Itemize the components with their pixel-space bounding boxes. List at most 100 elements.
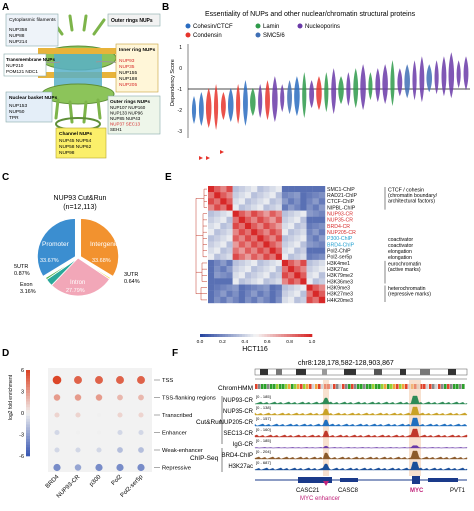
heatmap-cell xyxy=(232,247,239,254)
box-item: NUP358 xyxy=(9,27,27,33)
chromhmm-segment xyxy=(381,384,384,389)
heatmap-cell xyxy=(318,241,326,248)
heatmap-cell xyxy=(220,259,227,267)
box-title: Outer rings NUPs xyxy=(111,18,153,24)
violin xyxy=(236,84,241,125)
group-label: coactivator xyxy=(388,237,413,243)
colorbar-segment xyxy=(289,334,293,337)
track-label: H3K27ac xyxy=(228,464,253,470)
box-item: NUP98 xyxy=(59,150,75,156)
heatmap-cell xyxy=(220,284,227,291)
heatmap-cell xyxy=(257,290,264,298)
chromhmm-segment xyxy=(354,384,357,389)
chromhmm-segment xyxy=(312,384,315,389)
heatmap-cell xyxy=(214,192,221,199)
dot xyxy=(75,430,81,435)
heatmap-cell xyxy=(294,210,301,217)
chromhmm-segment xyxy=(441,384,444,389)
colorbar-segment xyxy=(26,390,30,394)
heatmap-cell xyxy=(232,241,239,248)
colorbar-segment xyxy=(26,395,30,399)
heatmap-cell xyxy=(275,296,283,304)
colorbar-tick: -6 xyxy=(19,454,24,460)
heatmap-cell xyxy=(288,192,295,199)
heatmap-cell xyxy=(257,216,264,224)
violin xyxy=(205,88,212,129)
chromhmm-segment xyxy=(375,384,378,389)
heatmap-cell xyxy=(238,192,246,199)
heatmap-cell xyxy=(251,204,258,211)
colorbar-tick: 0.4 xyxy=(241,339,248,345)
colorbar-segment xyxy=(200,334,204,337)
chromhmm-segment xyxy=(357,384,360,389)
heatmap-cell xyxy=(208,259,215,267)
chromhmm-segment xyxy=(330,384,333,389)
colorbar-segment xyxy=(278,334,282,337)
heatmap-cell xyxy=(251,235,258,242)
heatmap-cell xyxy=(263,241,270,248)
chromhmm-segment xyxy=(300,384,303,389)
heatmap-cell xyxy=(251,222,258,230)
track-range: [0 - 157] xyxy=(256,416,271,421)
heatmap-cell xyxy=(220,210,227,217)
heatmap-cell xyxy=(318,186,326,193)
heatmap-cell xyxy=(251,241,258,248)
colorbar-segment xyxy=(26,430,30,434)
heatmap-cell xyxy=(300,186,307,193)
heatmap-cell xyxy=(288,210,295,217)
chromhmm-segment xyxy=(387,384,390,389)
heatmap-cell xyxy=(275,266,283,273)
heatmap-cell xyxy=(306,186,313,193)
heatmap-cell xyxy=(244,284,252,291)
panel-c: NUP93 Cut&Run (n=12,113) Promoter 33.67%… xyxy=(14,195,140,297)
heatmap-cell xyxy=(232,253,239,261)
dot xyxy=(96,430,102,435)
heatmap-cell xyxy=(244,296,252,304)
heatmap-cell xyxy=(312,229,320,236)
heatmap-cell xyxy=(281,222,289,230)
colorbar-segment xyxy=(295,334,299,337)
colorbar-segment xyxy=(272,334,276,337)
heatmap-cell xyxy=(263,210,270,217)
track-label: BRD4-ChIP xyxy=(222,453,253,459)
track-label: NUP93-CR xyxy=(223,398,254,404)
heatmap-cell xyxy=(281,272,289,279)
f-myc-enhancer-label: MYC enhancer xyxy=(300,496,340,502)
heatmap-cell xyxy=(214,278,221,285)
heatmap-cell xyxy=(300,284,307,291)
heatmap-cell xyxy=(294,192,301,199)
heatmap-cell xyxy=(288,235,295,242)
row-label: Transcribed xyxy=(162,413,192,419)
heatmap-cell xyxy=(275,290,283,298)
heatmap-cell xyxy=(281,266,289,273)
heatmap-cell xyxy=(275,192,283,199)
track-range: [0 - 185] xyxy=(256,438,271,443)
heatmap-cell xyxy=(257,192,264,199)
panel-b-legend: Cohesin/CTCF Condensin Lamin SMC5/6 Nucl… xyxy=(185,23,340,39)
dot xyxy=(96,447,102,453)
heatmap-row-label: Pol2-ser5p xyxy=(327,255,352,261)
heatmap-cell xyxy=(257,186,264,193)
heatmap-cell xyxy=(306,210,313,217)
c-label-3utr: 3UTR xyxy=(124,272,138,278)
heatmap-cell xyxy=(226,186,233,193)
heatmap-cell xyxy=(251,229,258,236)
group-label: eurochromatin xyxy=(388,261,421,267)
colorbar-segment xyxy=(300,334,304,337)
colorbar-segment xyxy=(270,334,274,337)
col-label: NUP93-CR xyxy=(56,474,82,500)
chromhmm-segment xyxy=(462,384,465,389)
heatmap-cell xyxy=(269,192,276,199)
e-heatmap xyxy=(208,186,326,304)
b-ytick: -2 xyxy=(178,108,183,114)
colorbar-segment xyxy=(264,334,268,337)
track-signal xyxy=(254,461,468,471)
heatmap-cell xyxy=(232,222,239,230)
heatmap-cell xyxy=(263,192,270,199)
heatmap-cell xyxy=(318,272,326,279)
npc-box-cytoplasmic: Cytoplasmic filaments NUP358 NUP88 NUP21… xyxy=(5,13,59,47)
heatmap-cell xyxy=(281,253,289,261)
b-violins xyxy=(191,52,469,131)
violin xyxy=(287,80,292,115)
